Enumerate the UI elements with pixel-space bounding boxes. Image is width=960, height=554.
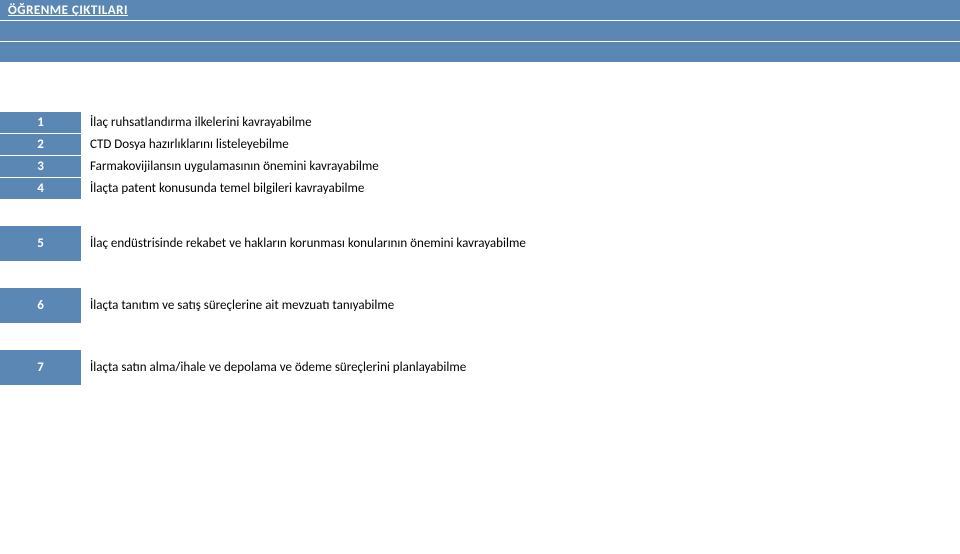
table-row: 6 İlaçta tanıtım ve satış süreçlerine ai… (0, 287, 960, 323)
header-band: ÖĞRENME ÇIKTILARI (0, 0, 960, 21)
page-root: ÖĞRENME ÇIKTILARI 1 İlaç ruhsatlandırma … (0, 0, 960, 554)
row-number: 4 (0, 178, 82, 199)
row-text: CTD Dosya hazırlıklarını listeleyebilme (82, 134, 960, 155)
row-number: 3 (0, 156, 82, 177)
row-number: 7 (0, 350, 82, 385)
row-number: 1 (0, 112, 82, 133)
row-number: 2 (0, 134, 82, 155)
row-number: 5 (0, 226, 82, 261)
page-title: ÖĞRENME ÇIKTILARI (8, 3, 128, 18)
gap-mid-3 (0, 323, 960, 349)
row-number: 6 (0, 288, 82, 323)
table-row: 4 İlaçta patent konusunda temel bilgiler… (0, 177, 960, 199)
row-text: Farmakovijilansın uygulamasının önemini … (82, 156, 960, 177)
table-row: 3 Farmakovijilansın uygulamasının önemin… (0, 155, 960, 177)
header-spacer-1 (0, 21, 960, 42)
row-text: İlaç ruhsatlandırma ilkelerini kavrayabi… (82, 112, 960, 133)
gap-mid-2 (0, 261, 960, 287)
row-text: İlaçta satın alma/ihale ve depolama ve ö… (82, 350, 960, 385)
row-text: İlaç endüstrisinde rekabet ve hakların k… (82, 226, 960, 261)
table-row: 2 CTD Dosya hazırlıklarını listeleyebilm… (0, 133, 960, 155)
header-spacer-2 (0, 42, 960, 63)
table-row: 1 İlaç ruhsatlandırma ilkelerini kavraya… (0, 111, 960, 133)
table-row: 5 İlaç endüstrisinde rekabet ve hakların… (0, 225, 960, 261)
row-text: İlaçta patent konusunda temel bilgileri … (82, 178, 960, 199)
gap-mid-1 (0, 199, 960, 225)
row-text: İlaçta tanıtım ve satış süreçlerine ait … (82, 288, 960, 323)
table-row: 7 İlaçta satın alma/ihale ve depolama ve… (0, 349, 960, 385)
gap-top (0, 63, 960, 111)
